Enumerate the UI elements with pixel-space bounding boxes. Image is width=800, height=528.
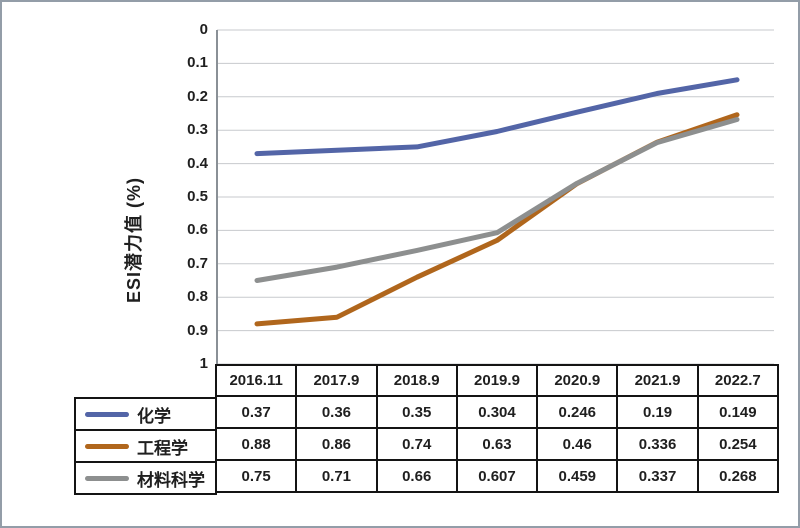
table-cell-value: 0.36 [295, 395, 378, 429]
x-category-label: 2021.9 [616, 364, 699, 397]
table-cell-value: 0.254 [696, 427, 780, 461]
legend-label: 材料科学 [137, 470, 205, 490]
table-cell-value: 0.37 [214, 395, 298, 429]
table-cell-value: 0.246 [536, 395, 619, 429]
y-tick-label: 0.9 [187, 321, 208, 339]
table-cell-value: 0.336 [616, 427, 699, 461]
table-cell-value: 0.46 [536, 427, 619, 461]
table-header-row: 2016.11 2017.9 2018.9 2019.9 2020.9 2021.9 202… [214, 364, 780, 397]
x-category-label: 2018.9 [375, 364, 458, 397]
table-cell-value: 0.63 [455, 427, 539, 461]
y-tick-label: 0.1 [187, 54, 208, 72]
legend-cell: 化学 [74, 397, 217, 431]
series-line-engineering [254, 112, 740, 327]
legend-line-swatch-engineering [85, 443, 129, 449]
table-cell-value: 0.19 [616, 395, 699, 429]
table-cell-value: 0.304 [455, 395, 539, 429]
table-row-materials-science: 0.75 0.71 0.66 0.607 0.459 0.337 0.268 [214, 459, 780, 493]
table-cell-value: 0.149 [696, 395, 780, 429]
table-cell-value: 0.66 [375, 459, 458, 493]
table-cell-value: 0.35 [375, 395, 458, 429]
table-row-engineering: 0.88 0.86 0.74 0.63 0.46 0.336 0.254 [214, 427, 780, 461]
legend-row-materials-science: 材料科学 [74, 461, 217, 495]
y-tick-label: 0.8 [187, 288, 208, 306]
y-tick-label: 0.4 [187, 154, 208, 172]
table-cell-value: 0.459 [536, 459, 619, 493]
legend-row-engineering: 工程学 [74, 429, 217, 463]
table-cell-value: 0.268 [696, 459, 780, 493]
y-tick-label: 1 [199, 355, 208, 372]
y-tick-label: 0.2 [187, 87, 208, 105]
table-cell-value: 0.74 [375, 427, 458, 461]
y-tick-label: 0 [199, 21, 208, 38]
legend-label: 化学 [137, 406, 171, 426]
table-cell-value: 0.86 [295, 427, 378, 461]
table-cell-value: 0.75 [214, 459, 298, 493]
legend-cell: 工程学 [74, 429, 217, 463]
chart-legend-table: 化学 工程学 材料科学 [74, 397, 217, 495]
legend-cell: 材料科学 [74, 461, 217, 495]
y-tick-label: 0.6 [187, 221, 208, 239]
y-tick-label: 0.3 [187, 121, 208, 139]
series-line-materials-science [254, 117, 740, 283]
table-cell-value: 0.337 [616, 459, 699, 493]
y-tick-label: 0.7 [187, 254, 208, 272]
x-category-label: 2019.9 [455, 364, 539, 397]
legend-line-swatch-chemistry [85, 411, 129, 417]
x-category-label: 2016.11 [214, 364, 298, 397]
x-category-label: 2020.9 [536, 364, 619, 397]
legend-label: 工程学 [137, 438, 188, 458]
table-cell-value: 0.607 [455, 459, 539, 493]
table-cell-value: 0.71 [295, 459, 378, 493]
series-line-chemistry [254, 77, 740, 157]
table-row-chemistry: 0.37 0.36 0.35 0.304 0.246 0.19 0.149 [214, 395, 780, 429]
chart-data-table: 2016.11 2017.9 2018.9 2019.9 2020.9 2021.9 202… [214, 364, 780, 493]
table-cell-value: 0.88 [214, 427, 298, 461]
x-category-label: 2017.9 [295, 364, 378, 397]
y-tick-label: 0.5 [187, 188, 208, 205]
x-category-label: 2022.7 [696, 364, 780, 397]
legend-row-chemistry: 化学 [74, 397, 217, 431]
legend-line-swatch-materials-science [85, 475, 129, 481]
